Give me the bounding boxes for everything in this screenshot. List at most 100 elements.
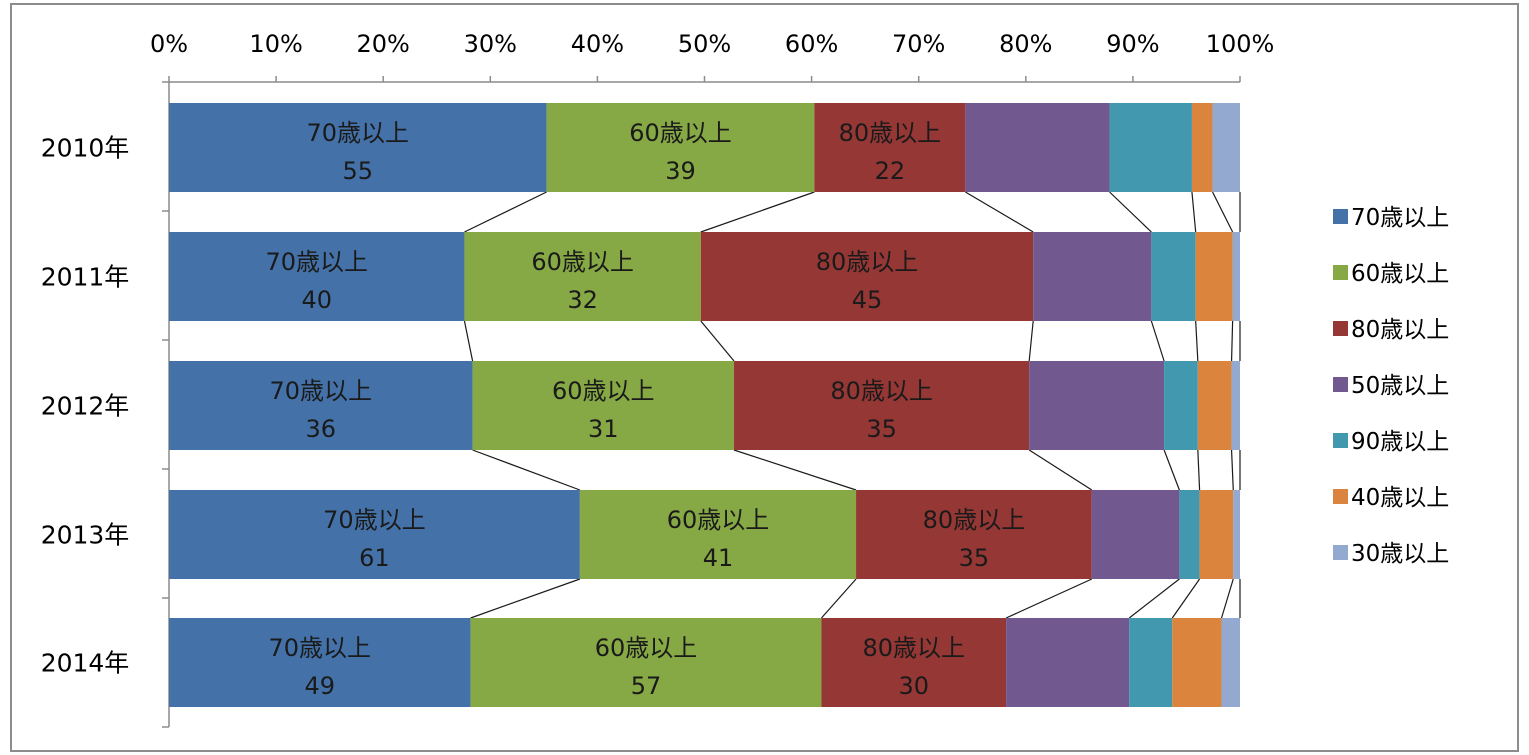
data-label-name: 60歳以上	[552, 377, 655, 405]
series-connector-line	[1195, 320, 1199, 362]
bar-segment-3-6	[1197, 361, 1232, 450]
legend-swatch	[1333, 489, 1348, 504]
legend-swatch	[1333, 545, 1348, 560]
series-connector-line	[1128, 578, 1180, 619]
series-connector-line	[1191, 191, 1197, 233]
bar-segment-1-5	[1109, 103, 1192, 192]
data-label-name: 70歳以上	[269, 634, 372, 662]
data-label-name: 70歳以上	[270, 377, 373, 405]
series-connector-line	[733, 449, 857, 491]
data-label-name: 70歳以上	[265, 248, 368, 276]
legend-swatch	[1333, 209, 1348, 224]
data-label-name: 70歳以上	[323, 506, 426, 534]
x-tick-label: 60%	[785, 30, 838, 58]
x-tick-label: 0%	[150, 30, 188, 58]
series-connector-line	[1212, 191, 1234, 233]
x-tick-label: 40%	[571, 30, 624, 58]
legend-swatch	[1333, 377, 1348, 392]
y-category-label: 2012年	[41, 392, 130, 421]
data-label-value: 61	[359, 544, 390, 572]
bar-segment-2-1	[169, 232, 465, 321]
series-connector-line	[1230, 320, 1234, 362]
legend-label: 40歳以上	[1351, 485, 1449, 511]
series-connector-line	[700, 191, 815, 233]
bar-segment-3-7	[1231, 361, 1240, 450]
x-tick-label: 100%	[1206, 30, 1275, 58]
data-label-value: 45	[852, 286, 883, 314]
data-label-value: 36	[306, 415, 337, 443]
bar-segment-4-6	[1199, 490, 1234, 579]
bar-segment-5-4	[1006, 618, 1130, 707]
bar-segment-5-2	[470, 618, 822, 707]
data-label-name: 80歳以上	[863, 634, 966, 662]
y-category-label: 2014年	[41, 649, 130, 678]
bar-segment-4-2	[579, 490, 857, 579]
legend-swatch	[1333, 265, 1348, 280]
series-connector-line	[820, 578, 857, 619]
series-connector-line	[1028, 320, 1034, 362]
series-connector-line	[1171, 578, 1201, 619]
bar-segment-1-6	[1191, 103, 1213, 192]
data-label-name: 80歳以上	[816, 248, 919, 276]
data-label-name: 60歳以上	[629, 119, 732, 147]
data-label-name: 80歳以上	[839, 119, 942, 147]
series-connector-line	[1230, 449, 1234, 491]
series-connector-line	[965, 191, 1034, 233]
bar-segment-2-5	[1151, 232, 1196, 321]
x-tick-label: 70%	[892, 30, 945, 58]
data-label-name: 80歳以上	[923, 506, 1026, 534]
series-connector-line	[1197, 449, 1201, 491]
bar-segment-4-5	[1179, 490, 1200, 579]
data-label-value: 35	[866, 415, 897, 443]
legend-label: 70歳以上	[1351, 205, 1449, 231]
data-label-value: 57	[631, 672, 662, 700]
legend-swatch	[1333, 433, 1348, 448]
x-tick-label: 50%	[678, 30, 731, 58]
x-tick-label: 10%	[249, 30, 302, 58]
series-connector-line	[1163, 449, 1180, 491]
data-label-value: 30	[899, 672, 930, 700]
chart-frame	[10, 3, 1519, 752]
bar-segment-5-7	[1221, 618, 1240, 707]
bar-segment-2-4	[1033, 232, 1152, 321]
bar-segment-4-3	[856, 490, 1092, 579]
data-label-name: 60歳以上	[667, 506, 770, 534]
legend-label: 90歳以上	[1351, 429, 1449, 455]
bar-segment-3-3	[734, 361, 1030, 450]
y-category-label: 2011年	[41, 263, 130, 292]
data-label-value: 41	[703, 544, 734, 572]
bar-segment-1-2	[546, 103, 815, 192]
bar-segment-5-1	[169, 618, 471, 707]
x-tick-label: 90%	[1106, 30, 1159, 58]
series-connector-line	[1220, 578, 1234, 619]
legend-label: 80歳以上	[1351, 317, 1449, 343]
series-connector-line	[1028, 449, 1093, 491]
legend-label: 60歳以上	[1351, 261, 1449, 287]
y-category-label: 2010年	[41, 134, 130, 163]
series-connector-line	[1005, 578, 1093, 619]
series-connector-line	[470, 578, 581, 619]
bar-segment-2-6	[1195, 232, 1233, 321]
bar-segment-5-5	[1129, 618, 1173, 707]
legend-label: 30歳以上	[1351, 541, 1449, 567]
bar-segment-1-7	[1212, 103, 1240, 192]
bar-segment-1-4	[965, 103, 1110, 192]
bar-segment-5-3	[821, 618, 1007, 707]
data-label-value: 49	[305, 672, 336, 700]
bar-segment-3-4	[1029, 361, 1165, 450]
series-connector-line	[1150, 320, 1165, 362]
x-tick-label: 20%	[357, 30, 410, 58]
bar-segment-3-5	[1164, 361, 1198, 450]
bar-segment-1-3	[814, 103, 966, 192]
data-label-name: 60歳以上	[595, 634, 698, 662]
bar-segment-2-2	[464, 232, 701, 321]
data-label-value: 35	[959, 544, 990, 572]
data-label-value: 40	[301, 286, 332, 314]
series-connector-line	[464, 191, 547, 233]
data-label-value: 55	[343, 157, 374, 185]
data-label-value: 39	[665, 157, 696, 185]
data-label-value: 32	[567, 286, 598, 314]
data-label-value: 31	[588, 415, 619, 443]
legend-label: 50歳以上	[1351, 373, 1449, 399]
